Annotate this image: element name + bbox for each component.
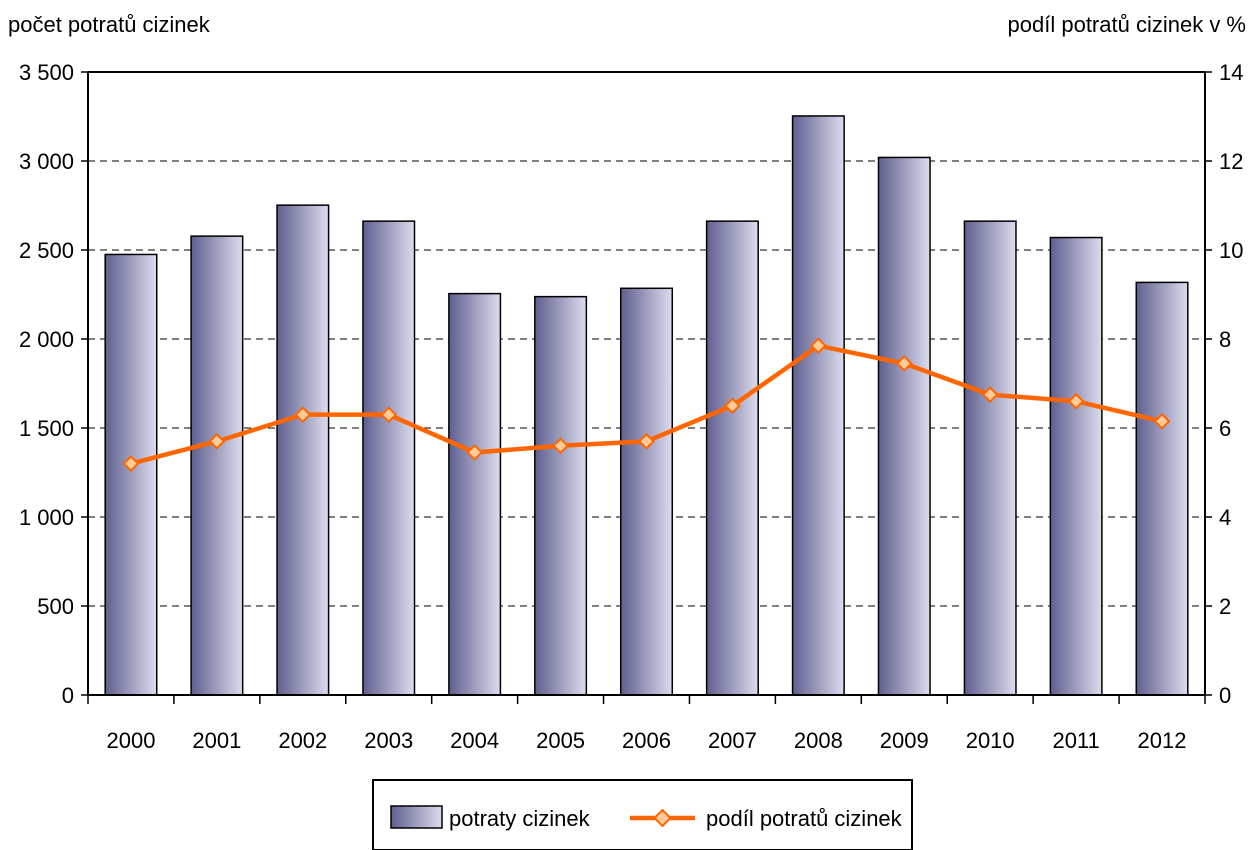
legend-bar-label: potraty cizinek — [449, 806, 591, 831]
bar-2009 — [877, 156, 931, 696]
x-tick-label: 2003 — [364, 728, 413, 753]
x-tick-label: 2011 — [1052, 728, 1099, 753]
tick-labels: 0 500 1 000 1 500 2 000 2 500 3 000 3 500 0 2 4 6 8 1… — [19, 60, 1244, 753]
point-2010 — [981, 386, 999, 404]
point-2000 — [122, 455, 140, 473]
point-2003 — [380, 406, 398, 424]
point-2007 — [724, 397, 741, 415]
point-2001 — [208, 432, 226, 450]
point-2011 — [1067, 392, 1085, 410]
legend-bar-swatch — [390, 805, 443, 829]
point-2004 — [466, 444, 484, 461]
axes — [81, 71, 1212, 704]
line-series — [122, 337, 1171, 473]
x-tick-label: 2012 — [1138, 728, 1187, 753]
x-tick-label: 2000 — [106, 728, 155, 753]
x-tick-label: 2007 — [708, 728, 757, 753]
bar-2007 — [705, 220, 759, 696]
x-tick-label: 2002 — [278, 728, 327, 753]
bar-2005 — [534, 295, 588, 696]
x-tick-label: 2001 — [192, 728, 241, 753]
left-tick-label: 3 500 — [19, 60, 74, 85]
bar-2002 — [276, 204, 330, 696]
left-tick-label: 2 500 — [19, 238, 74, 263]
bar-2011 — [1049, 236, 1103, 696]
right-axis-title: podíl potratů cizinek v % — [1008, 12, 1246, 37]
point-2012 — [1153, 412, 1171, 430]
bar-2006 — [619, 287, 674, 696]
bar-2008 — [791, 115, 845, 696]
x-tick-label: 2009 — [880, 728, 929, 753]
right-tick-label: 10 — [1219, 238, 1243, 263]
right-tick-label: 12 — [1219, 149, 1243, 174]
bar-2004 — [448, 292, 502, 696]
legend-line-label: podíl potratů cizinek — [706, 806, 903, 831]
point-2008 — [809, 337, 827, 355]
bar-2010 — [963, 220, 1017, 696]
point-2005 — [552, 437, 569, 455]
left-tick-label: 0 — [62, 683, 74, 708]
right-tick-label: 14 — [1219, 60, 1243, 85]
x-tick-label: 2004 — [450, 728, 499, 753]
legend-frame — [372, 779, 913, 850]
left-tick-label: 2 000 — [19, 327, 74, 352]
right-tick-label: 4 — [1219, 505, 1231, 530]
bar-2000 — [104, 253, 158, 696]
right-tick-label: 2 — [1219, 594, 1231, 619]
left-tick-label: 1 000 — [19, 505, 74, 530]
left-tick-label: 1 500 — [19, 416, 74, 441]
x-tick-label: 2008 — [794, 728, 843, 753]
left-tick-label: 500 — [37, 594, 74, 619]
legend: potraty cizinek podíl potratů cizinek — [372, 779, 913, 850]
legend-line-marker — [653, 808, 672, 828]
bar-series — [104, 115, 1189, 696]
left-axis-title: počet potratů cizinek — [8, 12, 211, 37]
point-2006 — [638, 432, 655, 450]
point-2002 — [294, 406, 312, 424]
point-2009 — [895, 355, 913, 372]
right-tick-label: 0 — [1219, 683, 1231, 708]
right-tick-label: 6 — [1219, 416, 1231, 441]
right-tick-label: 8 — [1219, 327, 1231, 352]
bar-2012 — [1135, 281, 1189, 696]
left-tick-label: 3 000 — [19, 149, 74, 174]
x-tick-label: 2006 — [622, 728, 671, 753]
x-tick-label: 2010 — [966, 728, 1015, 753]
x-tick-label: 2005 — [536, 728, 585, 753]
bar-2001 — [190, 235, 244, 696]
bar-2003 — [362, 220, 416, 696]
